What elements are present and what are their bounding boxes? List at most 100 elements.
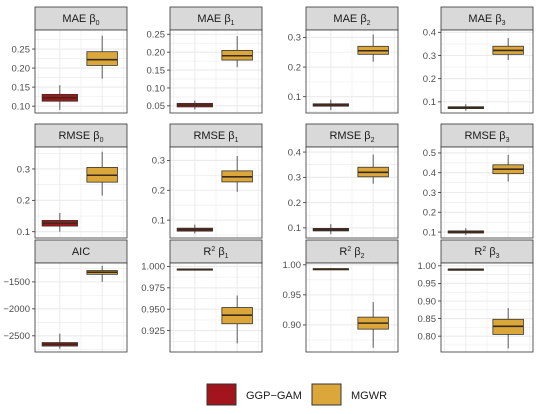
box-ggp-gam (312, 268, 349, 271)
panel-border (169, 29, 263, 114)
facet-panel: RMSE β0 0.1 0.2 0.3 (17, 123, 128, 239)
facet-title: R2 β3 (474, 246, 499, 260)
panel-border (169, 262, 263, 353)
y-tick-label: 1.00 (283, 260, 302, 271)
y-tick-label: 1.00 (418, 261, 437, 272)
box-ggp-gam (312, 99, 349, 111)
facet-title: R2 β2 (339, 246, 364, 260)
y-tick-label: 0.20 (147, 47, 166, 58)
facet-title-superscript: 2 (211, 246, 215, 253)
box-ggp-gam (41, 85, 78, 110)
box-ggp-gam (176, 224, 213, 234)
y-tick-label: 0.25 (12, 44, 31, 55)
y-tick-label: 0.950 (141, 305, 165, 316)
y-tick-label: 0.3 (152, 156, 165, 167)
y-tick-label: 0.1 (152, 215, 165, 226)
box-mgwr (492, 38, 524, 61)
y-tick-label: 0.3 (423, 51, 436, 62)
facet-title-subscript: 0 (96, 20, 100, 27)
facet-panel: R2 β1 0.925 0.950 0.975 1.000 (141, 239, 263, 353)
y-tick-label: 0.95 (418, 279, 437, 290)
panel-border (440, 262, 534, 353)
box-ggp-gam (176, 100, 213, 110)
facet-panel: R2 β20.900.951.00 (283, 239, 399, 353)
facet-title-main: MAE β (468, 13, 501, 25)
legend-key-ggp-gam (206, 383, 237, 406)
legend-key-mgwr (311, 383, 342, 406)
facet-panel: MAE β3 0.1 0.2 0.3 0.4 (423, 6, 534, 114)
y-tick-label: 0.80 (418, 331, 437, 342)
facet-panel: RMSE β2 0.1 0.2 0.3 0.4 (288, 123, 399, 239)
y-tick-label: −1500 (3, 277, 30, 288)
panel-border (34, 262, 128, 353)
y-tick-label: 0.2 (152, 186, 165, 197)
facet-panel: MAE β1 0.05 0.10 0.15 0.20 0.25 (147, 6, 263, 114)
facet-title: RMSE β2 (329, 130, 374, 144)
facet-title-main: RMSE β (464, 130, 505, 142)
facet-title-main: R (339, 246, 347, 258)
facet-title-subscript: 2 (367, 20, 371, 27)
facet-title-main: R (474, 246, 482, 258)
box-mgwr (86, 35, 118, 79)
y-tick-label: 0.3 (423, 188, 436, 199)
facet-title-main: RMSE β (58, 130, 99, 142)
box-mgwr (357, 34, 389, 62)
facet-title-superscript: 2 (482, 246, 486, 253)
facet-panel: MAE β0 0.10 0.15 0.20 0.25 (12, 6, 128, 114)
facet-title-main: MAE β (333, 13, 366, 25)
panel-border (440, 29, 534, 114)
panel-border (305, 29, 399, 114)
y-tick-label: −2500 (3, 331, 30, 342)
y-tick-label: 0.15 (12, 82, 31, 93)
y-tick-label: 0.25 (147, 30, 166, 41)
box-ggp-gam (41, 212, 78, 232)
panel-border (305, 262, 399, 353)
box-mgwr (357, 154, 389, 184)
facet-title-subscript: 2 (361, 253, 365, 260)
y-tick-label: 0.5 (423, 148, 436, 159)
facet-title-subscript: 2 (371, 137, 375, 144)
y-tick-label: 0.1 (17, 227, 30, 238)
y-tick-label: 0.05 (147, 101, 166, 112)
box-ggp-gam (447, 104, 484, 111)
panel-border (34, 29, 128, 114)
facet-title: RMSE β1 (193, 130, 238, 144)
y-tick-label: 0.1 (423, 97, 436, 108)
facet-title: MAE β1 (197, 13, 234, 27)
facet-title-main: AIC (72, 246, 90, 258)
panel-border (440, 146, 534, 239)
box-ggp-gam (176, 268, 213, 271)
facet-title: AIC (72, 246, 90, 258)
legend-label-mgwr: MGWR (351, 390, 387, 402)
legend: GGP−GAM MGWR (206, 383, 387, 406)
facet-title: R2 β1 (203, 246, 228, 260)
box-ggp-gam (41, 333, 78, 349)
box-mgwr (492, 154, 524, 182)
facet-title: MAE β2 (333, 13, 370, 27)
y-tick-label: 0.3 (288, 173, 301, 184)
facet-title: RMSE β3 (464, 130, 509, 144)
facet-title-subscript: 0 (100, 137, 104, 144)
panel-border (169, 146, 263, 239)
y-tick-label: 0.20 (12, 63, 31, 74)
y-tick-label: 0.90 (283, 320, 302, 331)
legend-label-ggp-gam: GGP−GAM (246, 390, 302, 402)
y-tick-label: 0.2 (423, 208, 436, 219)
facet-panel: R2 β3 0.80 0.85 0.90 0.95 1.00 (418, 239, 534, 353)
facet-title-subscript: 3 (506, 137, 510, 144)
y-tick-label: 0.85 (418, 314, 437, 325)
y-tick-label: 0.2 (17, 196, 30, 207)
y-tick-label: 0.2 (423, 74, 436, 85)
y-tick-label: 0.90 (418, 296, 437, 307)
y-tick-label: 0.925 (141, 326, 165, 337)
facet-panel: RMSE β3 0.1 0.2 0.3 0.4 0.5 (423, 123, 534, 239)
box-mgwr (221, 155, 253, 192)
y-tick-label: 0.1 (288, 92, 301, 103)
box-iqr (86, 51, 118, 66)
box-mgwr (357, 302, 389, 348)
facet-title-superscript: 2 (347, 246, 351, 253)
y-tick-label: 0.4 (423, 168, 436, 179)
facet-title-subscript: 3 (496, 253, 500, 260)
